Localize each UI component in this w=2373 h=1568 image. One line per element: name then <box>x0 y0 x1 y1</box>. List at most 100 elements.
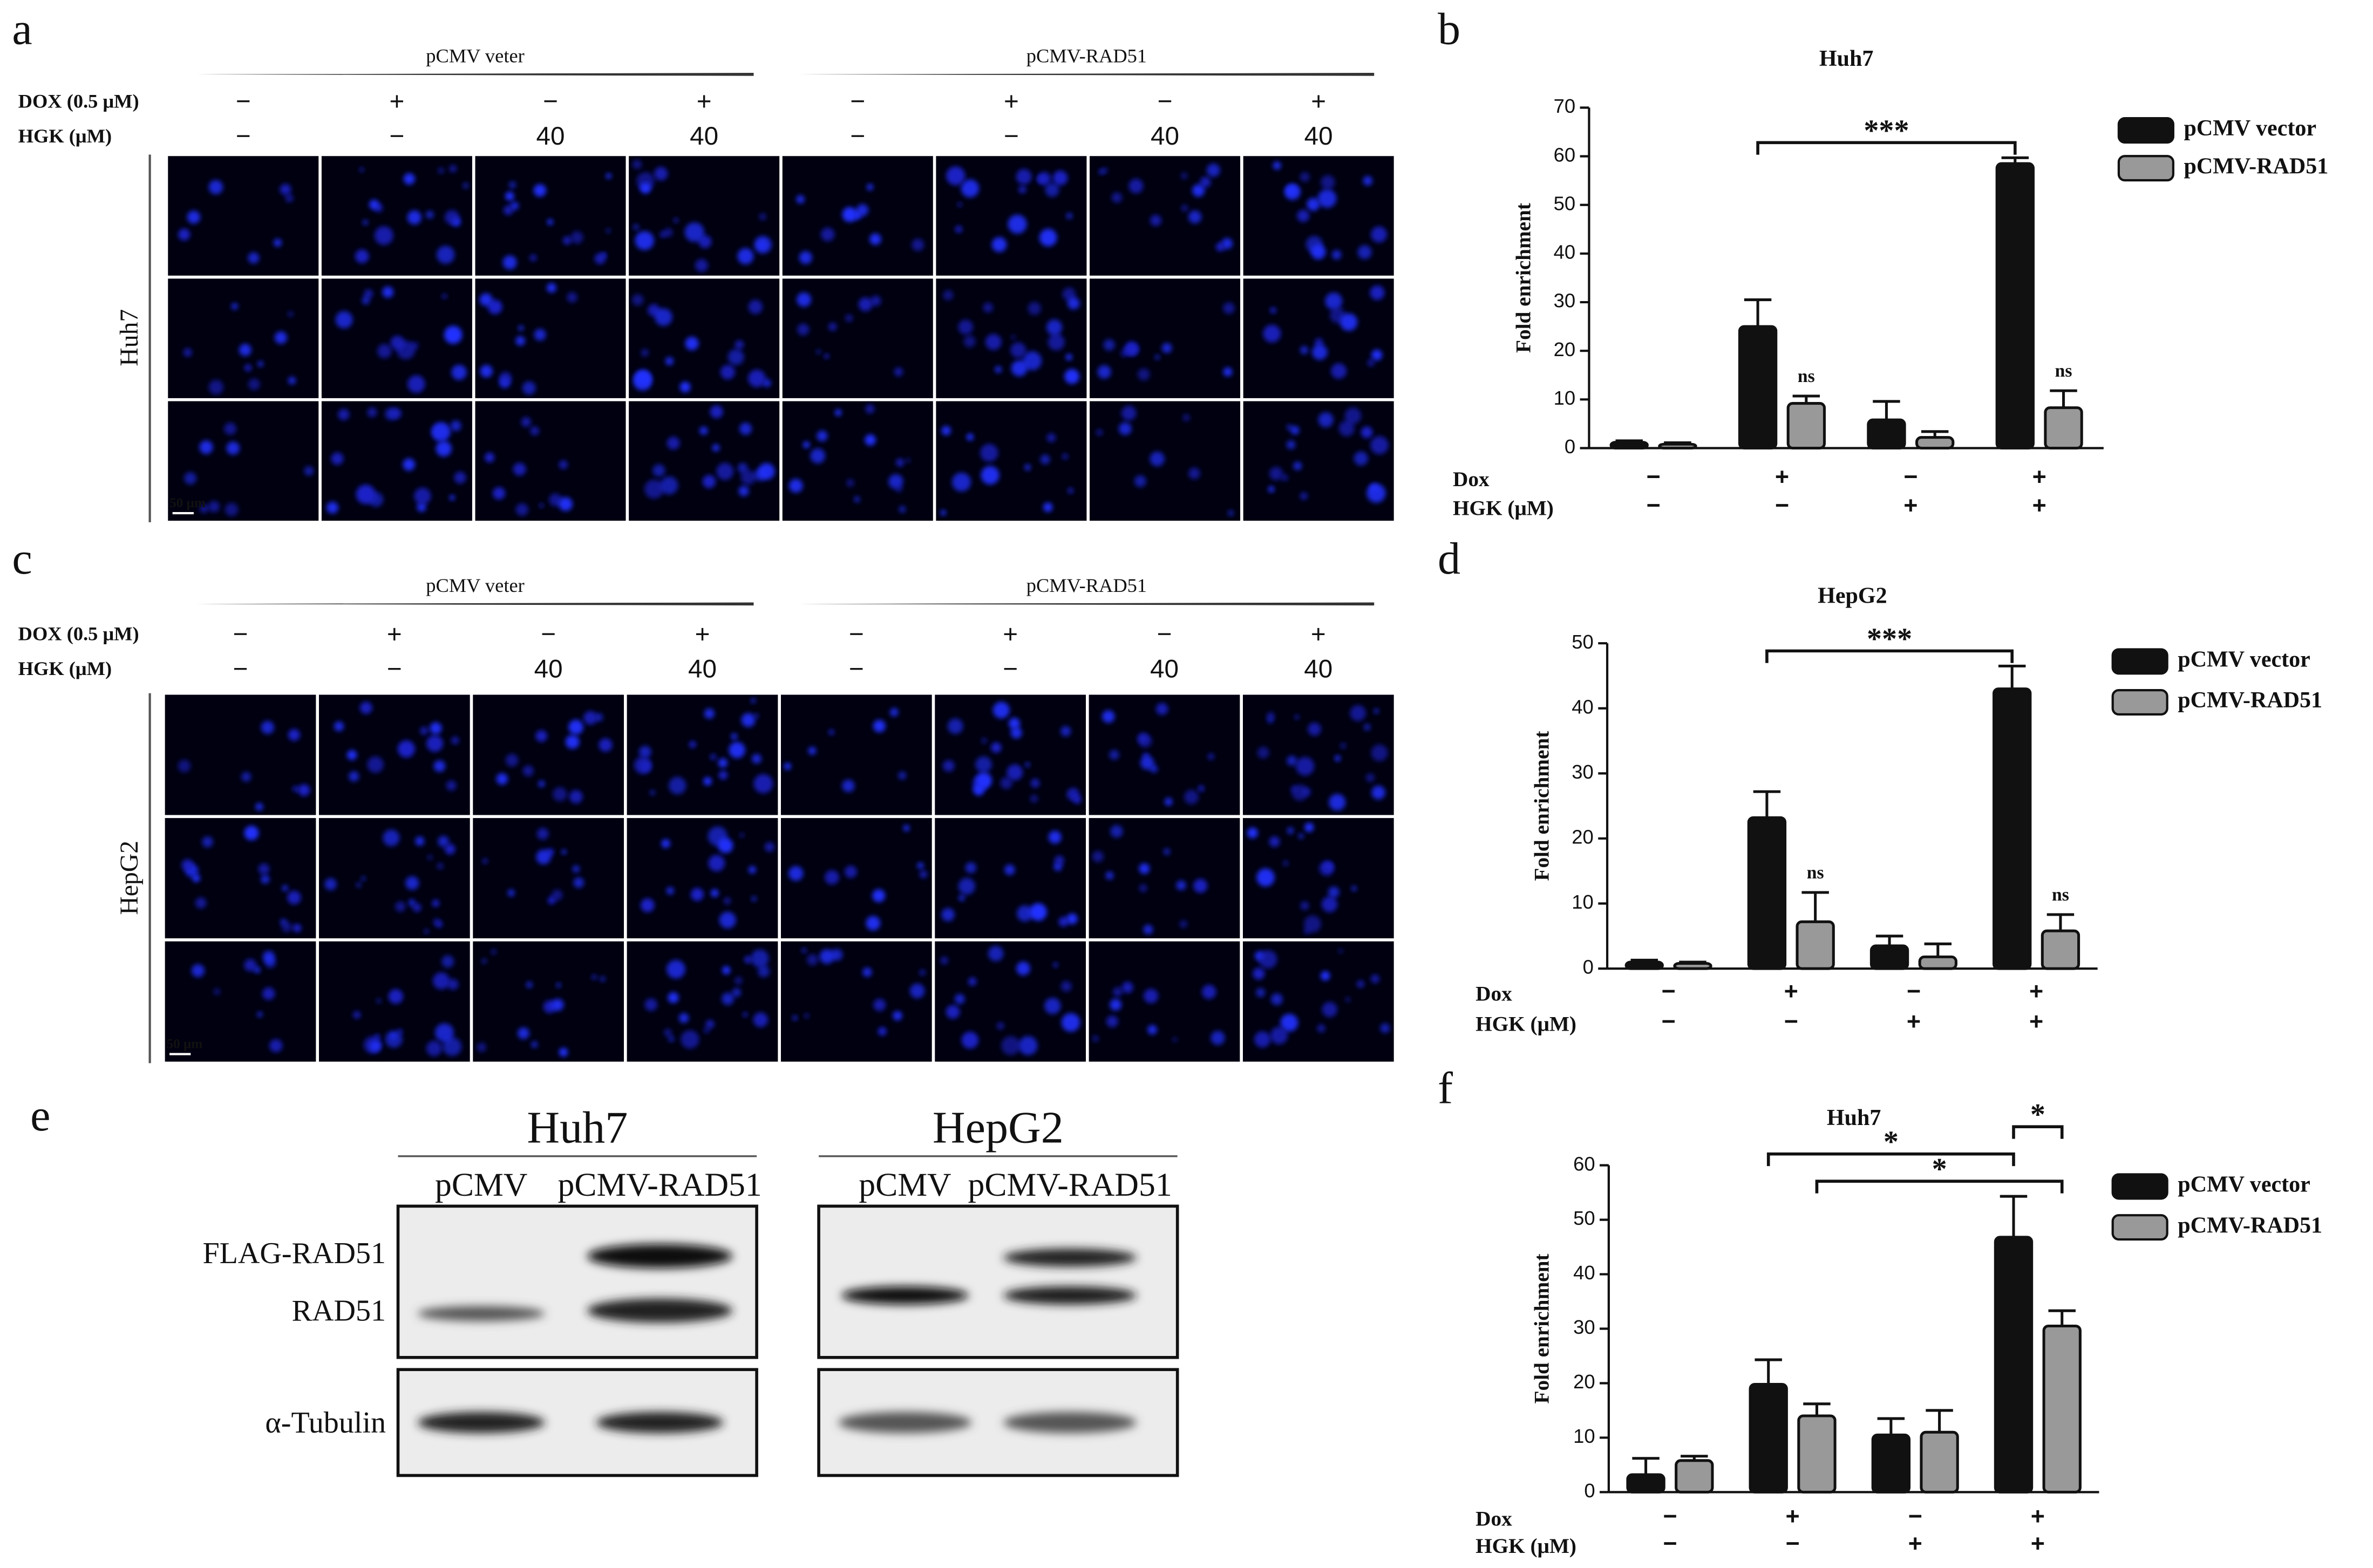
y-tick-label: 50 <box>1554 192 1576 214</box>
nucleus <box>1228 510 1234 516</box>
nucleus <box>1325 292 1343 310</box>
x-row-label: HGK (μM) <box>1476 1535 1576 1558</box>
nucleus <box>208 501 220 513</box>
nucleus <box>1304 822 1314 832</box>
nucleus <box>385 1030 403 1048</box>
nucleus <box>1016 962 1030 976</box>
blot-band <box>1003 1286 1137 1305</box>
panel-label: b <box>1438 4 1460 54</box>
nucleus <box>436 440 452 457</box>
x-row-value: − <box>1646 492 1660 519</box>
nucleus <box>862 967 872 977</box>
nucleus <box>1028 302 1042 315</box>
y-tick-label: 60 <box>1554 144 1576 166</box>
nucleus <box>261 875 270 884</box>
condition-value: 40 <box>688 655 717 683</box>
nucleus <box>195 897 207 909</box>
nucleus <box>1286 440 1296 449</box>
nucleus <box>1269 836 1280 847</box>
nucleus <box>1029 903 1047 921</box>
nucleus <box>1300 492 1308 500</box>
y-tick-label: 0 <box>1565 435 1575 458</box>
condition-value: − <box>233 655 248 683</box>
x-row-label: Dox <box>1476 983 1512 1006</box>
nucleus <box>463 182 469 189</box>
nucleus <box>1154 354 1160 360</box>
condition-value: − <box>1158 87 1173 116</box>
image-cell <box>627 941 778 1062</box>
condition-value: 40 <box>1150 655 1179 683</box>
bar <box>1915 436 1955 449</box>
nucleus <box>751 896 757 902</box>
nucleus <box>388 989 404 1004</box>
nucleus <box>594 253 606 264</box>
nucleus <box>226 441 240 455</box>
nucleus <box>536 828 549 840</box>
nucleus <box>420 726 429 735</box>
nucleus <box>981 466 999 485</box>
nucleus <box>866 916 881 931</box>
nucleus <box>515 336 526 346</box>
nucleus <box>599 738 613 752</box>
nucleus <box>806 954 818 966</box>
nucleus <box>508 181 516 189</box>
nucleus <box>536 849 551 864</box>
nucleus <box>718 758 728 768</box>
nucleus <box>359 167 364 172</box>
condition-value: + <box>1311 620 1326 649</box>
nucleus <box>966 433 974 441</box>
nucleus <box>353 1011 361 1019</box>
nucleus <box>1052 171 1068 186</box>
nucleus <box>1037 175 1045 183</box>
nucleus <box>178 228 191 241</box>
nucleus <box>280 183 291 195</box>
y-tick-label: 30 <box>1572 761 1594 783</box>
bar <box>1993 687 2032 970</box>
nucleus <box>754 469 766 481</box>
nucleus <box>1016 169 1032 185</box>
nucleus <box>1374 708 1379 714</box>
nucleus <box>1182 414 1190 421</box>
nucleus <box>367 407 377 418</box>
nucleus <box>1112 987 1123 997</box>
nucleus <box>338 408 350 420</box>
nucleus <box>1294 714 1300 720</box>
nucleus <box>454 472 466 484</box>
significance-label: ns <box>1798 366 1815 386</box>
image-cell <box>782 401 933 521</box>
image-cell <box>627 818 778 939</box>
image-background <box>627 818 778 939</box>
nucleus <box>529 254 537 262</box>
nucleus <box>1109 749 1119 760</box>
nucleus <box>872 889 886 903</box>
nucleus <box>720 365 736 380</box>
panel-label: a <box>12 4 32 54</box>
significance-bracket <box>1765 649 2014 663</box>
image-cell <box>473 694 624 815</box>
nucleus <box>1284 183 1301 200</box>
nucleus <box>1311 344 1328 360</box>
nucleus <box>552 889 563 901</box>
nucleus <box>828 729 834 735</box>
x-row-value: + <box>1785 1502 1799 1530</box>
nucleus <box>503 205 513 215</box>
nucleus <box>632 160 642 169</box>
nucleus <box>441 955 454 968</box>
nucleus <box>753 774 773 794</box>
nucleus <box>288 728 300 741</box>
nucleus <box>1017 905 1033 922</box>
nucleus <box>1110 825 1123 838</box>
group-line <box>799 602 1375 606</box>
nucleus <box>1267 712 1275 720</box>
nucleus <box>583 711 597 725</box>
nucleus <box>288 311 294 317</box>
nucleus <box>1223 302 1235 314</box>
nucleus <box>820 227 835 242</box>
nucleus <box>1300 172 1310 182</box>
nucleus <box>526 981 533 988</box>
nucleus <box>644 998 657 1011</box>
nucleus <box>738 486 749 496</box>
y-tick-label: 60 <box>1573 1153 1595 1175</box>
nucleus <box>248 252 260 264</box>
image-cell <box>1090 278 1241 398</box>
